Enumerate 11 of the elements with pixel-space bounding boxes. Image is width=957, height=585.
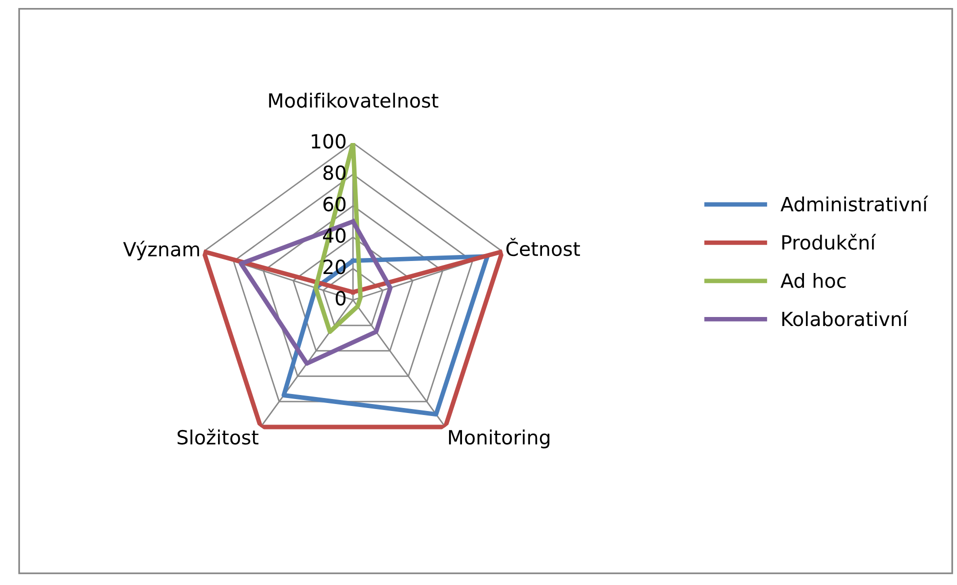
spoke-label: Modifikovatelnost bbox=[269, 92, 438, 108]
legend-label: Ad hoc bbox=[780, 272, 846, 288]
spoke-label: Monitoring bbox=[449, 430, 550, 448]
y-tick-label: 0 bbox=[336, 290, 346, 306]
legend-label: Administrativní bbox=[780, 196, 928, 212]
legend-label: Kolaborativní bbox=[782, 310, 908, 326]
y-tick-label: 100 bbox=[312, 134, 346, 149]
spoke-label: Význam bbox=[123, 240, 200, 260]
legend-label: Produkční bbox=[782, 234, 876, 250]
spoke-label: Složitost bbox=[178, 428, 258, 445]
spoke-label: Četnost bbox=[506, 238, 580, 256]
